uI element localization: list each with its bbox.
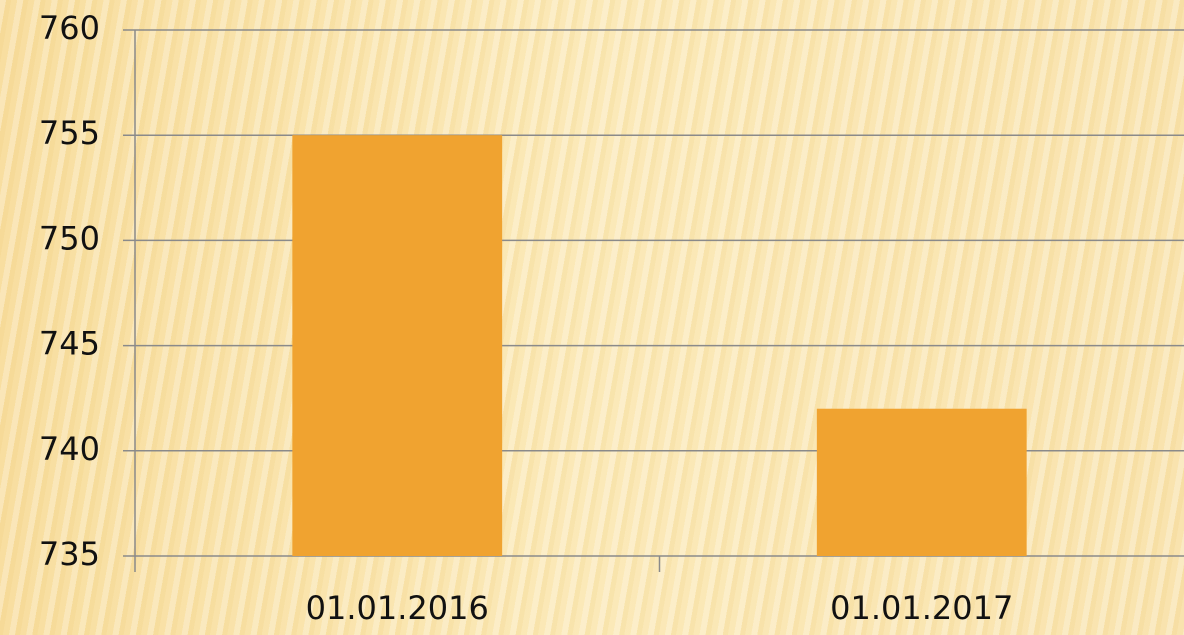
y-tick-label: 745 [39,325,100,363]
y-tick-label: 755 [39,114,100,152]
bar [816,408,1027,556]
bar [292,135,503,556]
x-tick-label: 01.01.2017 [830,589,1013,627]
y-tick-label: 740 [39,430,100,468]
y-tick-label: 760 [39,9,100,47]
y-tick-label: 735 [39,535,100,573]
x-tick-label: 01.01.2016 [306,589,489,627]
y-tick-label: 750 [39,219,100,257]
